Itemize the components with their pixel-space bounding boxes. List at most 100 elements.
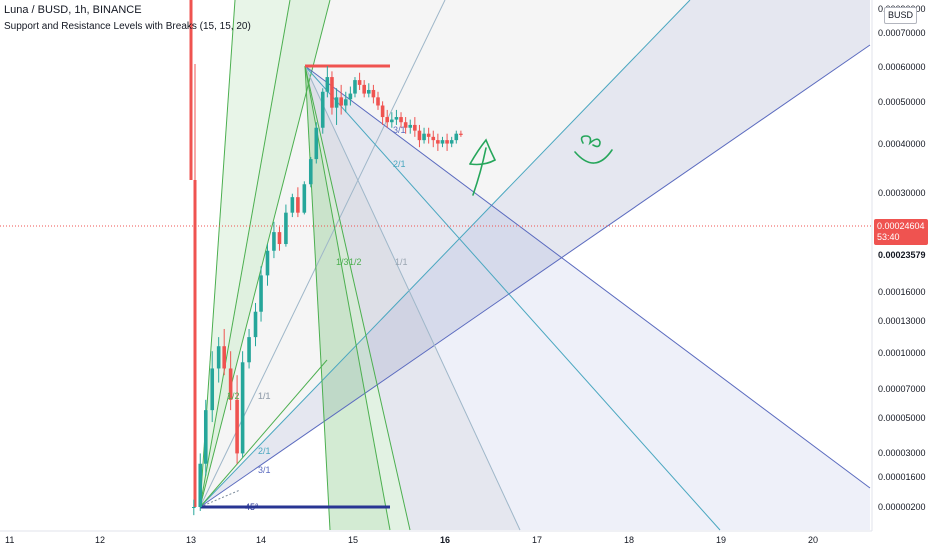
candle-body: [385, 117, 390, 123]
time-label: 15: [348, 535, 358, 545]
price-label: 0.00010000: [878, 348, 926, 358]
candle-body: [222, 346, 226, 369]
countdown: 53:40: [877, 232, 900, 242]
candle-body: [308, 159, 313, 185]
candle-body: [399, 117, 403, 123]
time-label: 13: [186, 535, 196, 545]
candle-body: [247, 337, 251, 363]
fan-label: 3/1: [258, 465, 271, 475]
candle-body: [240, 362, 245, 454]
fan-45-arc: [199, 489, 241, 508]
price-label: 0.00001600: [878, 472, 926, 482]
candle-body: [265, 250, 270, 276]
candle-body: [426, 133, 431, 137]
price-label: 0.00040000: [878, 139, 926, 149]
candle-body: [394, 117, 399, 120]
time-label: 14: [256, 535, 266, 545]
candlestick-series: [192, 66, 463, 516]
price-label: 0.00060000: [878, 62, 926, 72]
time-label: 17: [532, 535, 542, 545]
candle-body: [216, 346, 221, 369]
fan-label: 1/1: [395, 257, 408, 267]
price-label: 0.00016000: [878, 287, 926, 297]
candle-body: [417, 130, 422, 141]
candle-body: [408, 124, 413, 128]
chart-title: Luna / BUSD, 1h, BINANCE: [4, 4, 142, 16]
fan-labels: 3/1 2/1 1/1 1/3 1/2 1/1 1/2 1/1 2/1 3/1 …: [227, 125, 408, 512]
candle-body: [376, 97, 380, 106]
hand-drawn-arrow: [469, 138, 496, 196]
fan-line-blue-down: [304, 65, 871, 489]
fan-label: 3/1: [393, 125, 406, 135]
current-price-value: 0.00024604: [877, 221, 925, 231]
candle-body: [272, 232, 276, 251]
candle-body: [330, 77, 334, 108]
candle-body: [235, 399, 239, 454]
fan-label: 1/1: [258, 391, 271, 401]
candle-body: [459, 133, 463, 135]
candle-body: [192, 507, 196, 508]
candle-body: [371, 89, 376, 98]
candle-body: [339, 97, 343, 106]
fan-label: 1/2: [227, 391, 240, 401]
candle-body: [440, 140, 445, 144]
currency-badge[interactable]: BUSD: [884, 7, 918, 24]
fan-line-green-down-1: [304, 65, 411, 531]
fan-line-green-2: [199, 0, 291, 508]
time-label: 11: [5, 535, 14, 545]
fan-label: 2/1: [258, 446, 271, 456]
fan-line-grey-down: [304, 65, 521, 531]
candle-body: [353, 80, 357, 94]
candle-body: [449, 140, 454, 144]
candle-body: [284, 212, 288, 245]
candle-body: [320, 91, 325, 128]
candle-body: [431, 136, 436, 141]
candle-body: [198, 463, 203, 507]
price-label: 0.00030000: [878, 188, 926, 198]
candle-body: [454, 133, 459, 141]
time-label: 19: [716, 535, 726, 545]
fan-label: 45°: [245, 502, 259, 512]
time-label: 16: [440, 535, 450, 545]
fan-line-green-down-3: [304, 65, 331, 531]
candle-body: [348, 93, 353, 100]
time-axis: 11 12 13 14 15 16 17 18 19 20: [0, 530, 872, 545]
price-label: 0.00003000: [878, 448, 926, 458]
fan-line-green-short: [199, 359, 328, 508]
candle-body: [357, 80, 362, 85]
fan-label: 2/1: [393, 159, 406, 169]
fan-label: 1/2: [349, 257, 362, 267]
price-label: 0.00007000: [878, 384, 926, 394]
candle-body: [436, 140, 440, 144]
time-label: 18: [624, 535, 634, 545]
price-label: 0.00050000: [878, 97, 926, 107]
time-label: 20: [808, 535, 818, 545]
candle-body: [403, 122, 408, 128]
candle-body: [290, 197, 295, 213]
candle-body: [314, 127, 319, 160]
price-label: 0.00023579: [878, 250, 926, 260]
fan-label: 1/1: [258, 391, 271, 401]
candle-body: [325, 77, 330, 92]
fan-line-blue-1: [199, 44, 871, 508]
price-label: 0.00013000: [878, 316, 926, 326]
candle-body: [334, 97, 339, 108]
candle-body: [380, 105, 385, 118]
candle-body: [362, 84, 366, 94]
candle-body: [422, 133, 426, 141]
time-label: 12: [95, 535, 105, 545]
price-label: 0.00000200: [878, 502, 926, 512]
candle-body: [203, 410, 208, 464]
candle-body: [366, 89, 371, 94]
indicator-label[interactable]: Support and Resistance Levels with Break…: [4, 21, 251, 32]
candle-body: [445, 140, 449, 144]
candle-body: [253, 311, 258, 338]
fan-line-green-down-2: [304, 65, 391, 531]
hand-drawn-smiley: [574, 135, 613, 164]
candle-body: [277, 232, 282, 245]
candle-body: [343, 99, 348, 106]
candle-body: [259, 275, 263, 312]
candle-body: [210, 368, 215, 411]
